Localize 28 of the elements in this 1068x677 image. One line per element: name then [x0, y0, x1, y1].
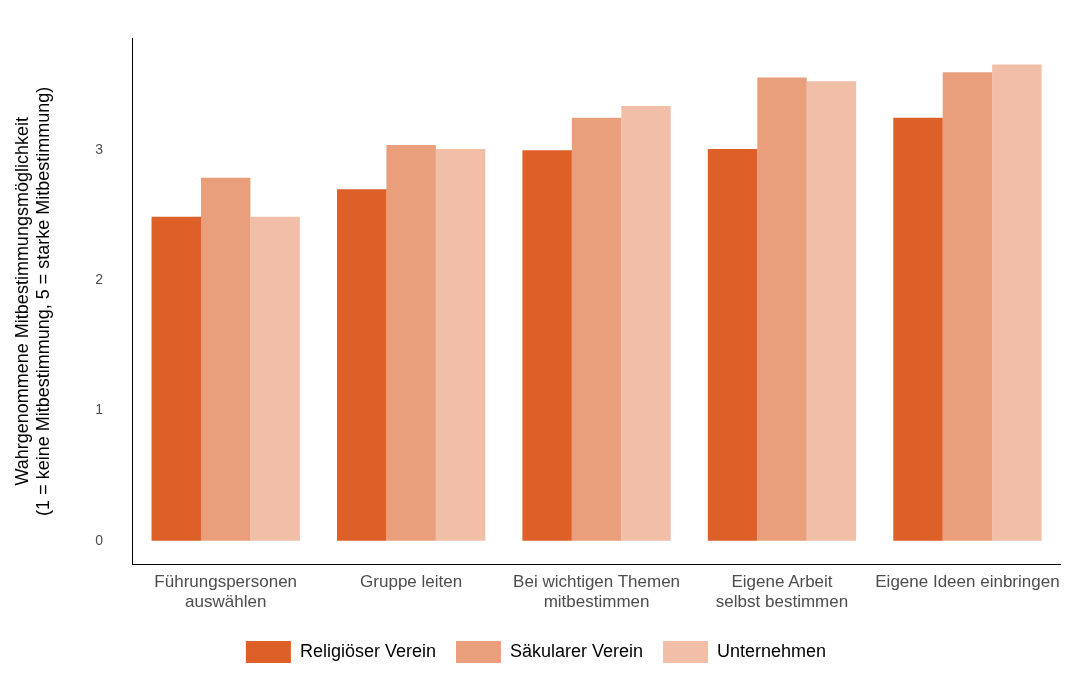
bar — [336, 189, 387, 541]
x-tick-label: Führungspersonen auswählen — [154, 572, 298, 612]
bar — [386, 145, 436, 541]
bar — [707, 149, 758, 541]
bar — [757, 77, 807, 541]
legend-label: Religiöser Verein — [299, 640, 436, 661]
bar — [200, 177, 251, 541]
bar — [151, 216, 201, 541]
bar — [571, 117, 622, 541]
y-axis-title: Wahrgenommene Mitbestimmungsmöglichkeit (1 = keine Mitbestimmung, 5 = starke Mitbestimmung) — [11, 86, 54, 516]
bar — [522, 150, 572, 541]
x-tick-label: Eigene Arbeit selbst bestimmen — [715, 572, 849, 612]
bar — [621, 106, 671, 541]
bar — [992, 64, 1042, 541]
x-tick-label: Eigene Ideen einbringen — [875, 572, 1060, 592]
y-tick-label: 1 — [95, 401, 104, 418]
bar — [250, 216, 300, 541]
y-tick-label: 2 — [95, 271, 104, 288]
y-tick-label: 3 — [95, 141, 104, 158]
x-tick-label: Bei wichtigen Themen mitbestimmen — [513, 572, 681, 612]
bar — [806, 81, 857, 541]
bar — [435, 149, 486, 541]
legend-label: Unternehmen — [717, 640, 827, 661]
bar — [893, 117, 943, 541]
bar — [942, 72, 993, 541]
y-tick-label: 0 — [95, 531, 104, 548]
legend-label: Säkularer Verein — [509, 640, 644, 661]
x-tick-label: Gruppe leiten — [360, 572, 463, 592]
